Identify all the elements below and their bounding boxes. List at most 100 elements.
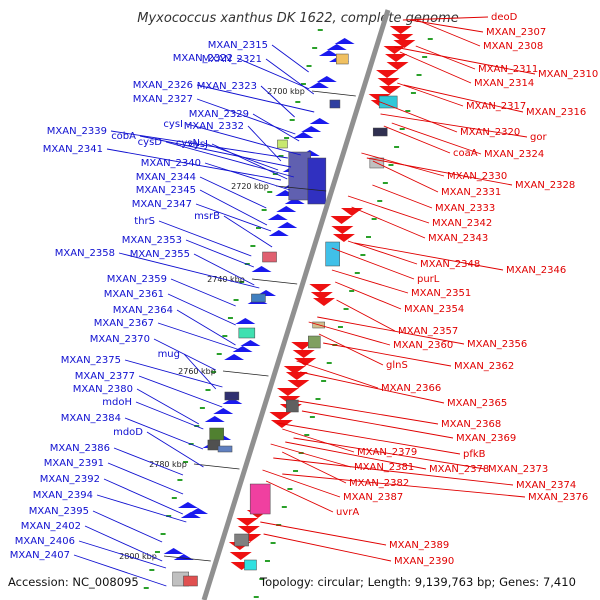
kbp-tick-label: 2760 kbp (178, 367, 216, 376)
genome-backbone (201, 9, 391, 600)
leader-line (167, 293, 236, 326)
feature-box (325, 241, 340, 267)
leader-line (252, 113, 300, 142)
gene-label-mxan-2329: MXAN_2329 (189, 109, 249, 120)
kbp-tick (193, 463, 240, 470)
gene-label-purl: purL (417, 274, 440, 285)
reverse-gene-arrow (389, 26, 412, 34)
leader-line (301, 410, 454, 439)
gene-label-mxan-2321: MXAN_2321 (202, 54, 262, 65)
leader-line (157, 322, 241, 351)
gene-label-mxan-2360: MXAN_2360 (393, 340, 453, 351)
reverse-gene-arrow (385, 54, 408, 62)
reverse-gene-arrow (269, 412, 292, 420)
leader-line (391, 122, 482, 155)
gene-label-mug: mug (158, 349, 180, 360)
leader-line (84, 525, 163, 562)
leader-line (106, 148, 282, 181)
feature-box (288, 151, 311, 201)
forward-gene-arrow (316, 76, 337, 82)
kbp-tick-label: 2780 kbp (149, 460, 187, 469)
leader-line (204, 162, 291, 191)
gene-label-mxan-2311: MXAN_2311 (478, 64, 538, 75)
forward-gene-arrow (177, 502, 198, 508)
gene-label-mdod: mdoD (113, 427, 143, 438)
leader-line (331, 247, 415, 280)
leader-line (347, 240, 418, 265)
leader-line (260, 521, 387, 546)
leader-line (372, 160, 439, 193)
feature-box (308, 335, 321, 349)
forward-gene-arrow (188, 508, 209, 514)
gene-label-cysn: cysN (176, 138, 200, 149)
leader-line (336, 299, 396, 332)
gene-label-mxan-2355: MXAN_2355 (130, 249, 190, 260)
gene-label-mxan-2381: MXAN_2381 (354, 462, 414, 473)
leader-line (402, 16, 489, 21)
gene-label-mxan-2402: MXAN_2402 (21, 521, 81, 532)
gene-label-mxan-2395: MXAN_2395 (29, 506, 89, 517)
gene-label-mxan-2387: MXAN_2387 (343, 492, 403, 503)
forward-gene-arrow (232, 346, 253, 352)
feature-box (209, 427, 224, 441)
gene-label-thrs: thrS (134, 216, 155, 227)
gene-label-mxan-2340: MXAN_2340 (141, 158, 201, 169)
reverse-gene-arrow (341, 208, 364, 216)
reverse-gene-arrow (292, 350, 315, 358)
leader-line (124, 417, 204, 450)
gene-label-coaa: coaA (453, 148, 478, 159)
leader-line (211, 143, 288, 180)
forward-gene-arrow (326, 44, 347, 50)
leader-line (110, 130, 288, 159)
gene-label-mxan-2358: MXAN_2358 (55, 248, 115, 259)
forward-gene-arrow (224, 354, 245, 360)
feature-tracks (143, 26, 433, 598)
gene-label-uvra: uvrA (336, 507, 359, 518)
leader-line (394, 46, 536, 75)
kbp-tick-label: 2800 kbp (119, 552, 157, 561)
topology-text: Topology: circular; Length: 9,139,763 bp… (259, 575, 576, 589)
feature-box (224, 391, 240, 401)
gene-label-mxan-2377: MXAN_2377 (75, 371, 135, 382)
leader-line (297, 400, 439, 425)
gene-label-mxan-2341: MXAN_2341 (43, 144, 103, 155)
leader-line (223, 215, 273, 248)
leader-line (199, 189, 268, 226)
leader-line (282, 428, 355, 453)
leader-line (176, 309, 236, 346)
gene-label-mxan-2407: MXAN_2407 (10, 550, 70, 561)
gene-label-mxan-2348: MXAN_2348 (420, 259, 480, 270)
gene-label-mxan-2317: MXAN_2317 (466, 101, 526, 112)
forward-gene-arrow (301, 126, 322, 132)
reverse-gene-arrow (391, 34, 414, 42)
leader-line (139, 135, 292, 168)
leader-line (186, 123, 301, 156)
leader-line (260, 85, 295, 118)
gene-label-mxan-2322: MXAN_2322 (173, 53, 233, 64)
leader-line (354, 242, 504, 271)
leader-line (285, 441, 427, 470)
gene-label-mxan-2332: MXAN_2332 (184, 121, 244, 132)
gene-label-mxan-2369: MXAN_2369 (456, 433, 516, 444)
gene-label-mxan-2351: MXAN_2351 (411, 288, 471, 299)
gene-label-mxan-2343: MXAN_2343 (428, 233, 488, 244)
accession-text: Accession: NC_008095 (8, 575, 139, 589)
gene-label-mxan-2386: MXAN_2386 (50, 443, 110, 454)
forward-gene-arrow (235, 318, 256, 324)
reverse-gene-arrow (393, 40, 416, 48)
leader-line (318, 333, 384, 366)
reverse-gene-arrow (330, 216, 353, 224)
gene-label-cysd: cysD (138, 137, 163, 148)
reverse-gene-arrow (294, 358, 317, 366)
gene-label-mxan-2392: MXAN_2392 (40, 474, 100, 485)
leader-line (135, 401, 204, 430)
gene-label-mxan-2327: MXAN_2327 (133, 94, 193, 105)
leader-line (199, 176, 267, 209)
gene-label-mxan-2310: MXAN_2310 (538, 69, 598, 80)
feature-box (286, 399, 299, 413)
reverse-gene-arrow (379, 86, 402, 94)
leader-line (273, 457, 514, 486)
right-gene-labels: deoD MXAN_2307 MXAN_2308 MXAN_2311 MXAN_2310… (336, 12, 598, 567)
leader-line (183, 353, 217, 390)
